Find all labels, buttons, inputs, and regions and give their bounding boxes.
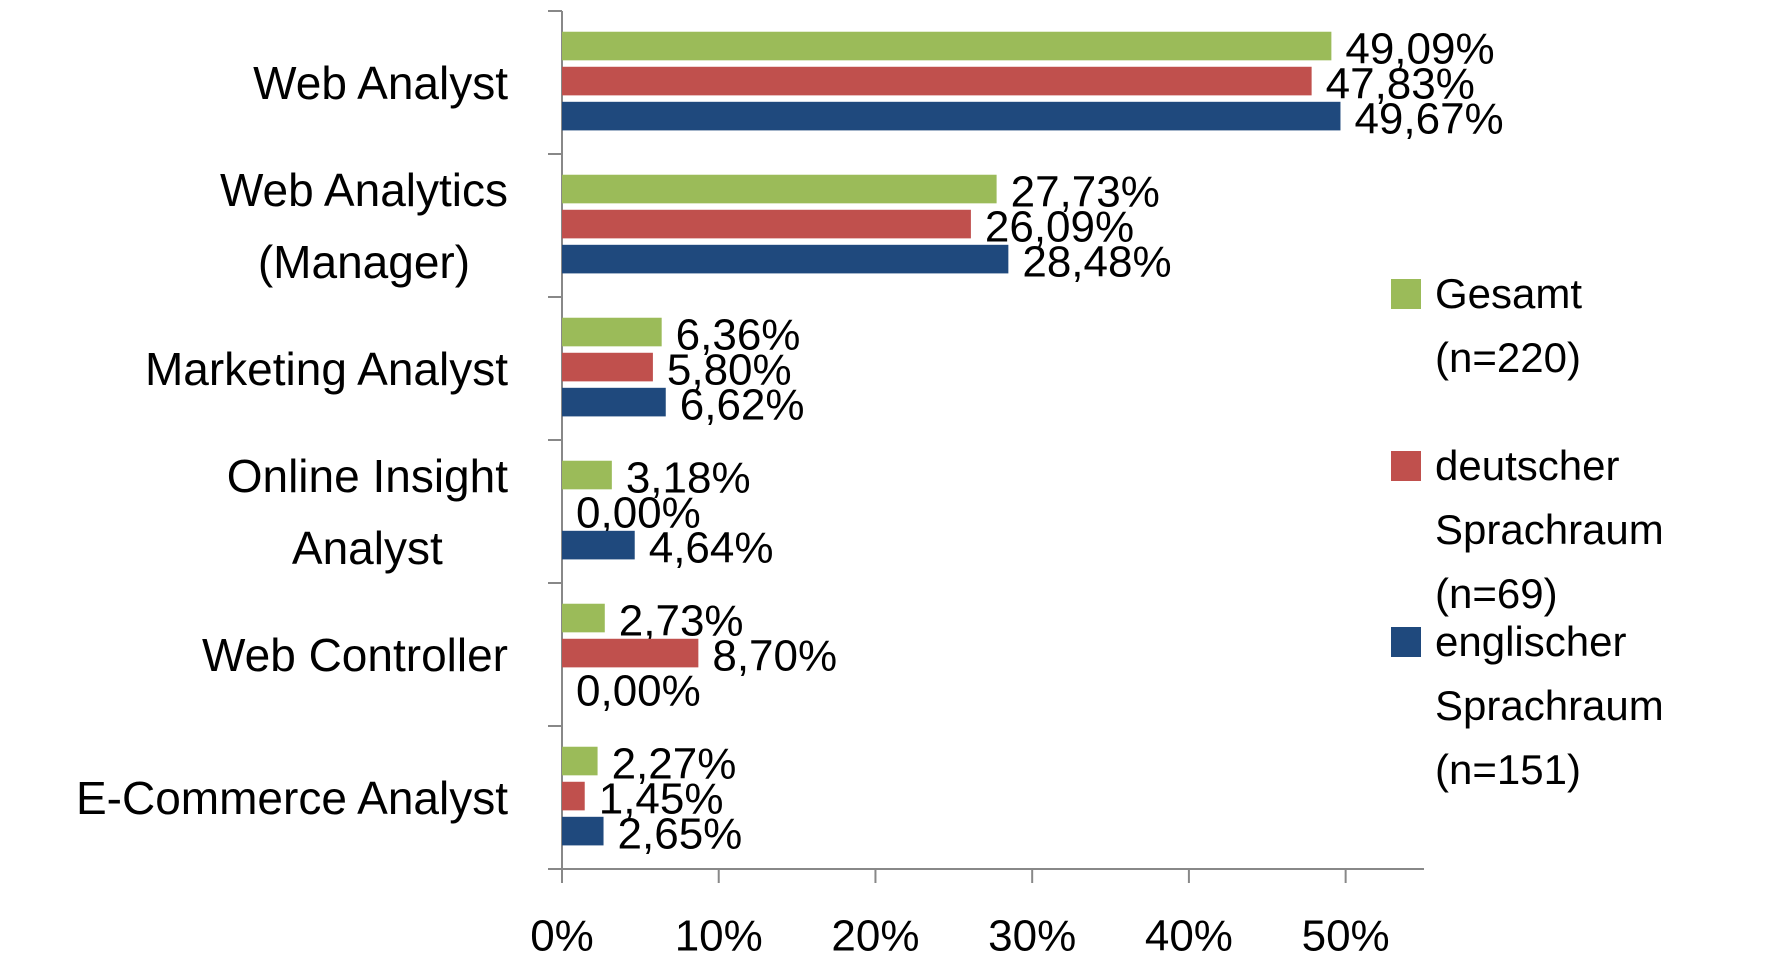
category-label: Web Analyst (253, 56, 508, 109)
bar (562, 387, 666, 417)
data-label: 1,45% (599, 775, 724, 824)
bar (562, 174, 997, 204)
data-label: 4,64% (649, 524, 774, 573)
bar (562, 781, 585, 811)
data-label: 27,73% (1011, 168, 1160, 217)
data-label: 49,09% (1345, 25, 1494, 74)
data-label: 26,09% (985, 203, 1134, 252)
bar (562, 101, 1341, 131)
data-label: 47,83% (1326, 60, 1475, 109)
category-label: Marketing Analyst (144, 342, 508, 395)
bar (562, 209, 971, 239)
category-label: Web Analytics (Manager) (219, 163, 508, 288)
bar (562, 460, 612, 490)
legend-swatch (1391, 279, 1421, 309)
bar (562, 31, 1332, 61)
bar (562, 603, 605, 633)
legend-swatch (1391, 627, 1421, 657)
data-label: 3,18% (626, 454, 751, 503)
data-label: 2,65% (618, 810, 743, 859)
legend-swatch (1391, 451, 1421, 481)
x-tick-label: 50% (1302, 912, 1390, 958)
x-tick-label: 40% (1145, 912, 1233, 958)
bar (562, 66, 1312, 96)
data-label: 2,27% (612, 740, 737, 789)
x-tick-label: 0% (530, 912, 594, 958)
x-tick-label: 30% (988, 912, 1076, 958)
data-label: 0,00% (576, 667, 701, 716)
bar (562, 530, 635, 560)
bar (562, 746, 598, 776)
data-label: 2,73% (619, 597, 744, 646)
category-label: Web Controller (202, 628, 508, 681)
bar (562, 317, 662, 347)
legend-label: Gesamt (n=220) (1435, 270, 1583, 381)
data-label: 6,36% (676, 311, 801, 360)
category-label: Online Insight Analyst (226, 449, 508, 574)
x-tick-label: 10% (675, 912, 763, 958)
category-label: E-Commerce Analyst (75, 771, 508, 824)
bar (562, 352, 653, 382)
data-label: 6,62% (680, 381, 805, 430)
x-tick-label: 20% (831, 912, 919, 958)
data-label: 8,70% (712, 632, 837, 681)
data-label: 0,00% (576, 489, 701, 538)
data-label: 28,48% (1022, 238, 1171, 287)
legend-label: deutscher Sprachraum (n=69) (1435, 442, 1664, 617)
data-label: 49,67% (1354, 95, 1503, 144)
bar (562, 816, 604, 846)
legend-label: englischer Sprachraum (n=151) (1435, 618, 1664, 793)
data-label: 5,80% (667, 346, 792, 395)
bar (562, 638, 699, 668)
bar (562, 244, 1009, 274)
